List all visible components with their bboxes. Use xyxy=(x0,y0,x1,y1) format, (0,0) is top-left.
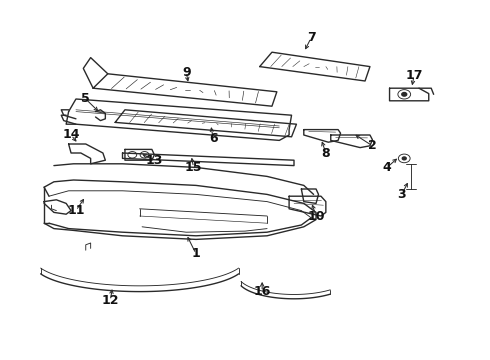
Text: 10: 10 xyxy=(307,210,325,222)
Text: 12: 12 xyxy=(101,294,119,307)
Text: 13: 13 xyxy=(146,154,163,167)
Text: 9: 9 xyxy=(182,66,191,78)
Circle shape xyxy=(402,93,407,96)
Text: 1: 1 xyxy=(192,247,200,260)
Text: 8: 8 xyxy=(321,147,330,159)
Circle shape xyxy=(402,157,406,160)
Text: 6: 6 xyxy=(209,132,218,145)
Text: 2: 2 xyxy=(368,139,377,152)
Text: 4: 4 xyxy=(383,161,392,174)
Text: 17: 17 xyxy=(405,69,423,82)
Text: 3: 3 xyxy=(397,188,406,201)
Text: 5: 5 xyxy=(81,93,90,105)
Text: 7: 7 xyxy=(307,31,316,44)
Text: 14: 14 xyxy=(62,129,80,141)
Text: 16: 16 xyxy=(253,285,271,298)
Text: 11: 11 xyxy=(67,204,85,217)
Text: 15: 15 xyxy=(185,161,202,174)
